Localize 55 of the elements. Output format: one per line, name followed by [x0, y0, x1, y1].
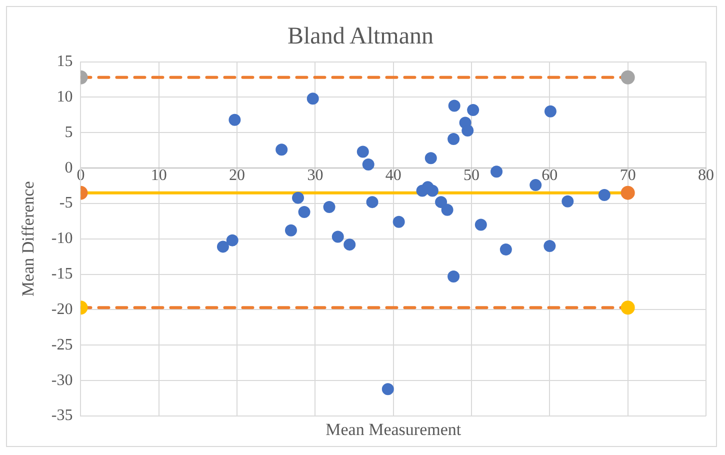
y-tick-label: -35 [51, 407, 73, 424]
point [306, 92, 319, 105]
point [448, 100, 460, 112]
x-tick-label: 20 [229, 166, 246, 184]
point [474, 218, 487, 231]
y-tick-label: 10 [56, 88, 73, 106]
point [544, 240, 556, 252]
point [216, 240, 229, 253]
point [226, 234, 238, 246]
point [366, 196, 378, 208]
x-tick-label: 80 [698, 166, 714, 184]
point [448, 270, 460, 282]
y-tick-label: 15 [56, 53, 73, 70]
point [292, 192, 304, 204]
y-tick-label: -30 [51, 372, 73, 389]
y-tick-label: -20 [51, 300, 73, 318]
x-tick-label: 60 [542, 166, 558, 184]
point [435, 196, 448, 208]
point [356, 146, 369, 158]
x-tick-label: 40 [385, 166, 402, 184]
point [544, 105, 556, 118]
point [424, 152, 437, 164]
point [298, 206, 310, 218]
point [562, 195, 574, 208]
point [276, 144, 288, 156]
point [332, 230, 344, 243]
x-axis-title: Mean Measurement [326, 420, 462, 439]
point [344, 238, 356, 251]
y-tick-label: -5 [59, 194, 73, 212]
point [500, 244, 512, 256]
point [382, 383, 394, 396]
point [530, 179, 542, 192]
x-tick-label: 70 [620, 166, 636, 184]
point [462, 124, 474, 137]
y-tick-label: -10 [51, 230, 73, 248]
point [598, 188, 610, 201]
x-tick-label: 0 [76, 166, 85, 184]
point [490, 166, 503, 178]
point [426, 184, 438, 197]
point [467, 104, 480, 116]
x-tick-label: 10 [150, 166, 167, 184]
point [362, 158, 374, 171]
point [284, 224, 297, 236]
x-tick-label: 50 [464, 166, 480, 184]
point [441, 204, 454, 216]
y-tick-label: -15 [51, 266, 73, 283]
point [392, 216, 405, 228]
y-tick-label: -25 [51, 336, 73, 354]
point [448, 133, 460, 146]
chart-title: Bland Altmann [288, 24, 434, 50]
y-axis-title: Mean Difference [18, 181, 38, 297]
x-tick-label: 30 [307, 166, 324, 184]
y-tick-label: 5 [64, 124, 73, 141]
point [228, 114, 241, 126]
point [323, 201, 336, 214]
